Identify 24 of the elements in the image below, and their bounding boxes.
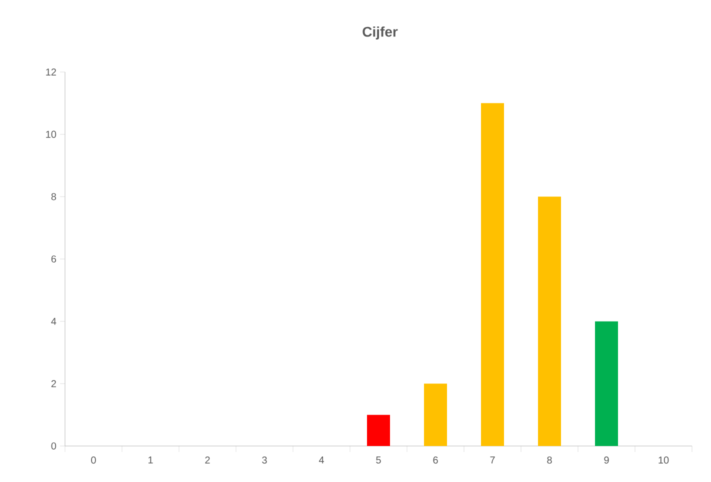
x-tick-label: 4 — [318, 456, 324, 464]
x-tick-label: 8 — [547, 456, 552, 464]
x-tick-label: 6 — [433, 456, 438, 464]
x-tick-label: 7 — [490, 456, 495, 464]
x-tick-label: 5 — [376, 456, 381, 464]
x-tick-label: 1 — [148, 456, 153, 464]
bar — [424, 384, 448, 446]
y-tick-label: 10 — [46, 130, 56, 138]
y-tick-label: 4 — [51, 318, 56, 325]
bar — [595, 321, 618, 446]
bar — [538, 196, 562, 446]
y-tick-label: 6 — [51, 255, 56, 263]
y-tick-label: 2 — [51, 380, 56, 388]
x-tick-label: 10 — [658, 456, 669, 464]
y-tick-label: 0 — [51, 442, 56, 450]
x-tick-label: 2 — [205, 456, 210, 464]
chart-title: Cijfer — [362, 26, 398, 40]
bar — [481, 103, 504, 446]
y-tick-label: 8 — [51, 193, 56, 200]
y-tick-label: 12 — [46, 68, 56, 76]
x-tick-label: 3 — [262, 456, 267, 464]
bar — [367, 414, 390, 446]
x-tick-label: 0 — [91, 456, 96, 464]
x-tick-label: 9 — [604, 456, 609, 464]
